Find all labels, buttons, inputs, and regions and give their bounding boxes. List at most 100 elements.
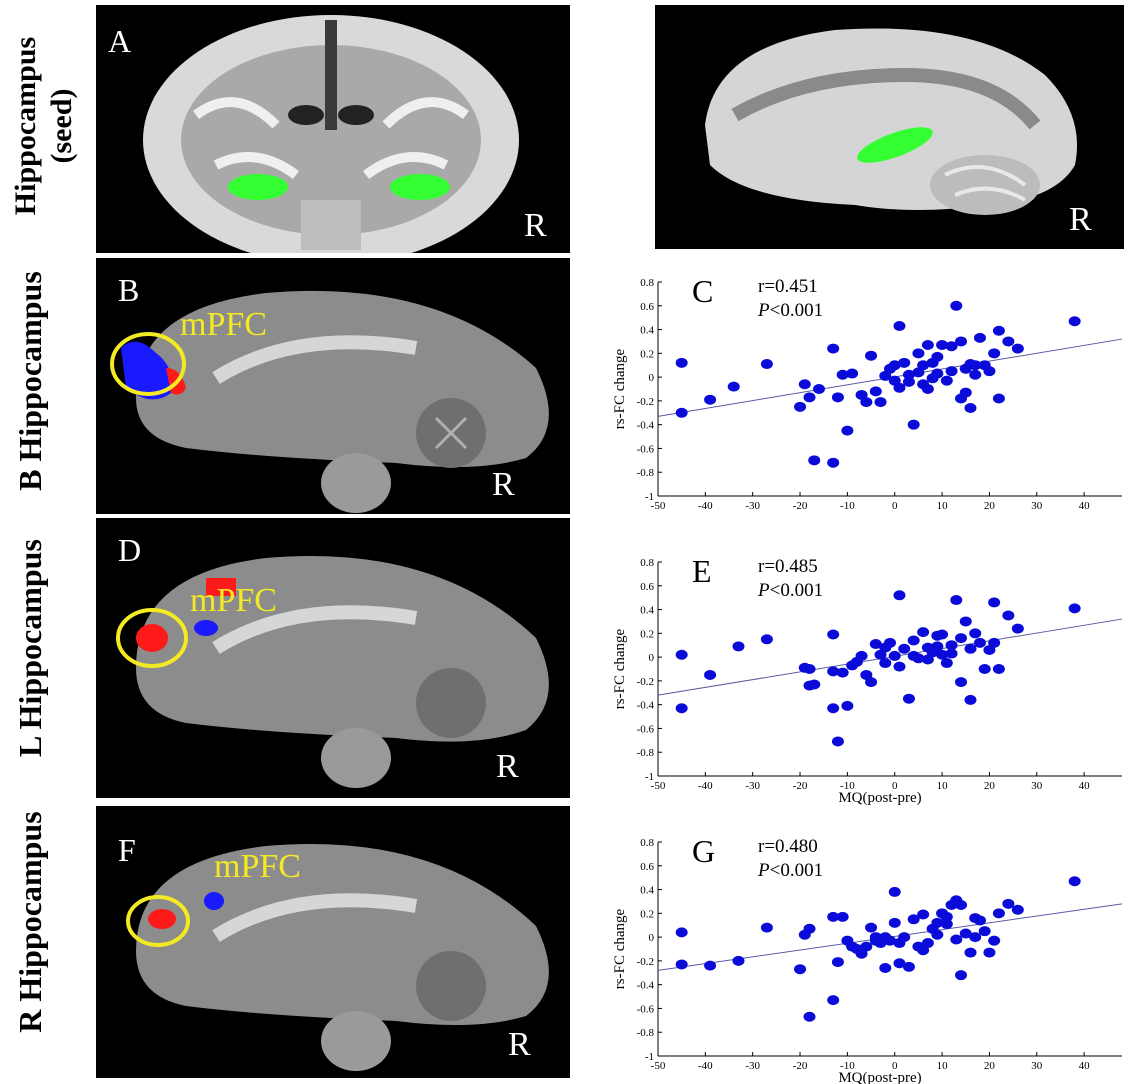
data-point [992, 325, 1005, 336]
data-point [917, 909, 930, 920]
y-tick-label: -0.8 [637, 1027, 655, 1039]
data-point [704, 669, 717, 680]
panel-f-r-label: R [508, 1026, 531, 1063]
activation-pos-core [148, 909, 176, 929]
data-point [969, 932, 982, 943]
data-point [860, 397, 873, 408]
row-label-r-hippocampus: R Hippocampus [12, 811, 48, 1033]
data-point [869, 386, 882, 397]
row-label-seed-line1: Hippocampus [9, 36, 42, 216]
r-value-label: r=0.485 [758, 556, 818, 577]
activation-pos [206, 578, 236, 596]
x-tick-label: -30 [745, 500, 760, 512]
data-point [945, 341, 958, 352]
panel-f-letter: F [118, 832, 136, 868]
row-label-seed: Hippocampus (seed) [8, 26, 80, 226]
x-tick-label: -20 [793, 780, 808, 792]
data-point [931, 641, 944, 652]
p-rest: <0.001 [770, 860, 823, 881]
data-point [950, 595, 963, 606]
data-point [936, 649, 949, 660]
data-point [992, 664, 1005, 674]
data-point [803, 923, 816, 934]
data-point [865, 922, 878, 933]
y-tick-label: 0.6 [640, 581, 654, 593]
x-tick-label: 20 [984, 500, 996, 512]
data-point [841, 425, 854, 436]
p-rest: <0.001 [770, 580, 823, 601]
data-point [893, 320, 906, 331]
x-tick-label: -50 [651, 500, 666, 512]
data-point [831, 736, 844, 747]
y-tick-label: 0.6 [640, 861, 654, 873]
x-tick-label: 0 [892, 1060, 898, 1072]
x-tick-label: 30 [1031, 1060, 1043, 1072]
data-point [931, 351, 944, 362]
data-point [912, 348, 925, 359]
data-point [803, 1011, 816, 1022]
panel-b-mpfc-label: mPFC [180, 306, 267, 343]
data-point [760, 634, 773, 645]
data-point [1068, 603, 1081, 614]
data-point [964, 947, 977, 958]
y-tick-label: -0.6 [637, 723, 655, 735]
data-point [675, 649, 688, 660]
row-label-b-hippocampus: B Hippocampus [12, 271, 48, 491]
data-point [983, 947, 996, 958]
data-point [969, 369, 982, 380]
panel-d-r-label: R [496, 748, 519, 785]
data-point [945, 648, 958, 659]
r-value-label: r=0.451 [758, 276, 818, 297]
r-value-label: r=0.480 [758, 836, 818, 857]
data-point [808, 679, 821, 690]
data-point [879, 963, 892, 974]
data-point [964, 359, 977, 370]
data-point [836, 911, 849, 922]
data-point [988, 935, 1001, 946]
data-point [921, 642, 934, 653]
y-tick-label: -0.6 [637, 1003, 655, 1015]
y-tick-label: -0.2 [637, 396, 654, 408]
data-point [803, 392, 816, 403]
panel-a2-r-label: R [1069, 201, 1092, 238]
y-tick-label: 0.8 [640, 557, 654, 569]
y-tick-label: 0.4 [640, 325, 654, 337]
data-point [955, 677, 968, 688]
data-point [827, 629, 840, 640]
data-point [888, 360, 901, 371]
data-point [945, 640, 958, 651]
data-point [893, 958, 906, 969]
data-point [988, 637, 1001, 648]
roi-left [228, 174, 288, 200]
p-value-label: P<0.001 [757, 300, 823, 321]
data-point [732, 641, 745, 652]
data-point [1011, 343, 1024, 354]
x-tick-label: -50 [651, 1060, 666, 1072]
x-tick-label: 40 [1079, 780, 1091, 792]
data-point [836, 369, 849, 380]
data-point [1002, 336, 1015, 347]
medial-brain-graphic-b [110, 290, 549, 513]
data-point [936, 340, 949, 351]
data-point [902, 376, 915, 387]
x-tick-label: 30 [1031, 500, 1043, 512]
data-point [888, 650, 901, 661]
x-tick-label: 10 [937, 1060, 949, 1072]
data-point [704, 394, 717, 405]
roi-hippocampus [857, 127, 933, 163]
panel-d-mpfc-label: mPFC [190, 582, 277, 619]
data-point [964, 403, 977, 414]
y-tick-label: -1 [645, 491, 654, 503]
y-tick-label: -0.2 [637, 676, 654, 688]
data-point [879, 642, 892, 653]
x-tick-label: 20 [984, 780, 996, 792]
x-tick-label: -10 [840, 1060, 855, 1072]
data-point [855, 650, 868, 661]
y-tick-label: 0 [649, 372, 655, 384]
data-point [727, 381, 740, 392]
data-point [1068, 876, 1081, 887]
panel-d-image: D mPFC R [96, 518, 570, 798]
data-point [794, 964, 807, 975]
x-tick-label: 40 [1079, 1060, 1091, 1072]
y-tick-label: 0.4 [640, 885, 654, 897]
